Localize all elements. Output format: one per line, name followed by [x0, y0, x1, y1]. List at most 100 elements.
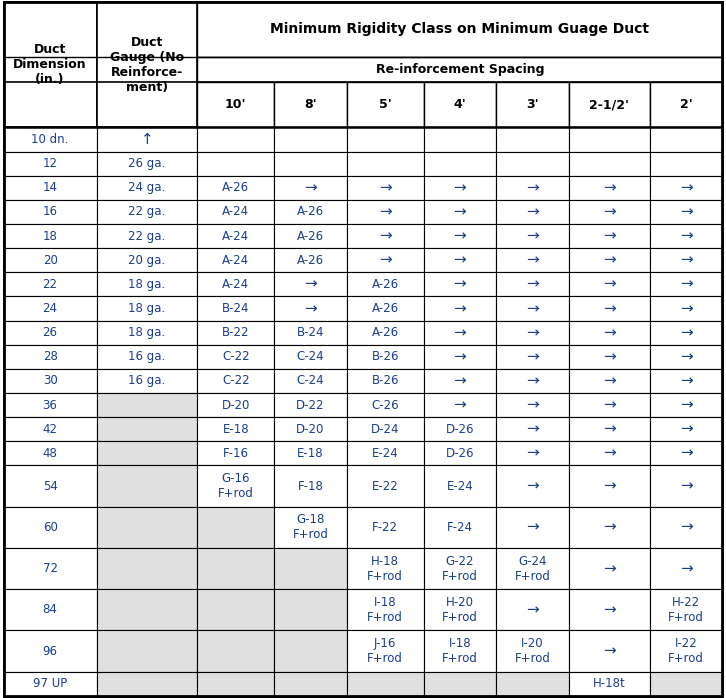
Bar: [497, 441, 569, 466]
Text: E-18: E-18: [297, 447, 324, 460]
Bar: [197, 589, 274, 630]
Bar: [650, 128, 722, 151]
Text: 2': 2': [680, 98, 693, 112]
Bar: [274, 320, 347, 345]
Text: →: →: [603, 325, 616, 340]
Bar: [97, 272, 197, 297]
Text: →: →: [680, 561, 693, 576]
Text: I-22
F+rod: I-22 F+rod: [668, 637, 704, 665]
Text: 72: 72: [43, 562, 57, 575]
Text: →: →: [379, 180, 391, 195]
Text: 54: 54: [43, 480, 57, 493]
Bar: [197, 345, 274, 369]
Bar: [650, 417, 722, 441]
Bar: [97, 345, 197, 369]
Text: A-26: A-26: [222, 181, 249, 194]
Bar: [650, 441, 722, 466]
Text: C-26: C-26: [372, 399, 399, 412]
Bar: [423, 82, 497, 128]
Text: D-24: D-24: [371, 423, 399, 436]
Bar: [423, 297, 497, 320]
Text: →: →: [680, 301, 693, 316]
Text: →: →: [304, 277, 317, 292]
Text: H-20
F+rod: H-20 F+rod: [442, 596, 478, 624]
Bar: [4, 630, 97, 671]
Bar: [650, 320, 722, 345]
Text: →: →: [603, 277, 616, 292]
Bar: [347, 589, 423, 630]
Bar: [274, 345, 347, 369]
Text: D-22: D-22: [296, 399, 325, 412]
Text: G-24
F+rod: G-24 F+rod: [515, 555, 550, 583]
Text: →: →: [603, 561, 616, 576]
Text: B-26: B-26: [372, 374, 399, 387]
Bar: [274, 548, 347, 589]
Bar: [569, 369, 650, 393]
Text: →: →: [454, 228, 466, 244]
Text: →: →: [454, 180, 466, 195]
Text: →: →: [603, 180, 616, 195]
Text: →: →: [526, 446, 539, 461]
Bar: [569, 441, 650, 466]
Bar: [569, 176, 650, 200]
Text: →: →: [603, 398, 616, 413]
Text: →: →: [603, 301, 616, 316]
Text: →: →: [526, 398, 539, 413]
Text: 16 ga.: 16 ga.: [129, 350, 166, 363]
Bar: [274, 200, 347, 224]
Text: 18 ga.: 18 ga.: [129, 278, 166, 291]
Text: →: →: [526, 205, 539, 219]
Bar: [569, 671, 650, 696]
Bar: [97, 176, 197, 200]
Bar: [4, 176, 97, 200]
Text: →: →: [680, 180, 693, 195]
Text: →: →: [680, 446, 693, 461]
Text: →: →: [454, 373, 466, 388]
Text: →: →: [603, 205, 616, 219]
Bar: [497, 345, 569, 369]
Text: H-18
F+rod: H-18 F+rod: [367, 555, 403, 583]
Bar: [497, 630, 569, 671]
Text: F-24: F-24: [447, 521, 473, 534]
Bar: [97, 671, 197, 696]
Text: 3': 3': [526, 98, 539, 112]
Bar: [497, 466, 569, 507]
Bar: [497, 369, 569, 393]
Bar: [97, 507, 197, 548]
Bar: [347, 630, 423, 671]
Bar: [650, 630, 722, 671]
Text: →: →: [603, 373, 616, 388]
Bar: [423, 128, 497, 151]
Text: 36: 36: [43, 399, 57, 412]
Bar: [97, 151, 197, 176]
Text: E-24: E-24: [446, 480, 473, 493]
Text: →: →: [680, 205, 693, 219]
Bar: [497, 224, 569, 248]
Bar: [569, 630, 650, 671]
Bar: [650, 224, 722, 248]
Bar: [423, 320, 497, 345]
Bar: [274, 441, 347, 466]
Bar: [197, 176, 274, 200]
Text: A-26: A-26: [372, 302, 399, 315]
Bar: [569, 417, 650, 441]
Text: D-20: D-20: [221, 399, 250, 412]
Text: →: →: [454, 398, 466, 413]
Bar: [497, 393, 569, 417]
Text: 26 ga.: 26 ga.: [129, 157, 166, 170]
Text: 48: 48: [43, 447, 57, 460]
Text: E-22: E-22: [372, 480, 399, 493]
Bar: [97, 2, 197, 128]
Text: →: →: [454, 205, 466, 219]
Bar: [423, 393, 497, 417]
Bar: [347, 320, 423, 345]
Text: →: →: [680, 398, 693, 413]
Bar: [569, 345, 650, 369]
Bar: [4, 200, 97, 224]
Bar: [4, 272, 97, 297]
Text: →: →: [680, 520, 693, 535]
Text: A-26: A-26: [372, 326, 399, 339]
Bar: [274, 272, 347, 297]
Bar: [4, 320, 97, 345]
Bar: [423, 466, 497, 507]
